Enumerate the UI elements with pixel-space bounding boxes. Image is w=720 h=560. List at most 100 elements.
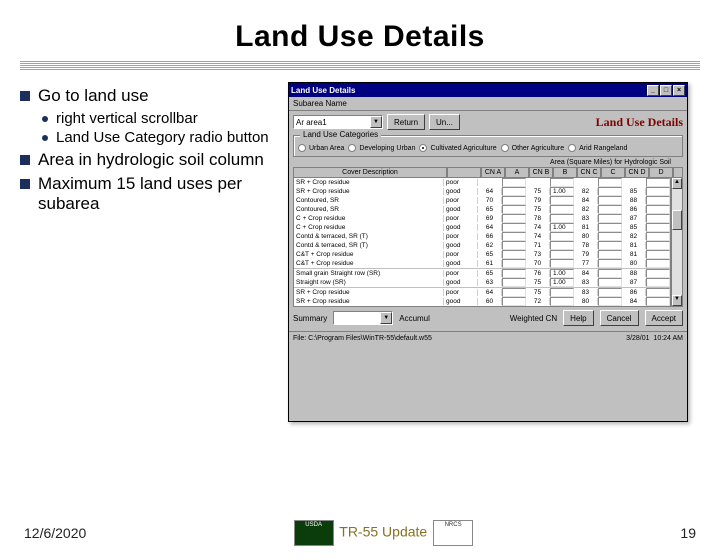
area-input[interactable]	[502, 288, 526, 297]
radio-arid-rangeland[interactable]: Arid Rangeland	[568, 144, 627, 152]
area-input[interactable]	[598, 288, 622, 297]
area-input[interactable]	[598, 241, 622, 250]
area-input[interactable]	[550, 288, 574, 297]
area-input[interactable]	[550, 297, 574, 306]
table-row: Contoured, SRgood65758286	[294, 205, 670, 214]
area-input[interactable]	[550, 205, 574, 214]
area-input[interactable]	[598, 250, 622, 259]
area-input[interactable]	[502, 223, 526, 232]
area-input[interactable]	[502, 196, 526, 205]
titlebar[interactable]: Land Use Details _ □ ×	[289, 83, 687, 97]
area-input[interactable]	[550, 250, 574, 259]
cancel-button[interactable]: Cancel	[600, 310, 639, 326]
radio-developing-urban[interactable]: Developing Urban	[348, 144, 415, 152]
column-header: CN B	[529, 167, 553, 177]
area-input[interactable]	[550, 214, 574, 223]
summary-combo[interactable]: ▼	[333, 311, 393, 325]
table-row: Contoured, SRpoor70798488	[294, 196, 670, 205]
area-input[interactable]: 1.00	[550, 187, 574, 196]
area-input[interactable]	[502, 241, 526, 250]
area-input[interactable]	[598, 205, 622, 214]
area-input[interactable]	[646, 187, 670, 196]
area-input[interactable]	[550, 241, 574, 250]
area-input[interactable]	[646, 288, 670, 297]
summary-label: Summary	[293, 314, 327, 323]
area-input[interactable]	[598, 214, 622, 223]
area-input[interactable]	[598, 223, 622, 232]
area-input[interactable]	[646, 259, 670, 268]
minimize-button[interactable]: _	[647, 85, 659, 96]
area-input[interactable]	[502, 232, 526, 241]
area-input[interactable]	[502, 259, 526, 268]
area-input[interactable]	[646, 278, 670, 287]
area-input[interactable]	[502, 205, 526, 214]
subarea-bar: Subarea Name	[289, 97, 687, 111]
column-header: CN D	[625, 167, 649, 177]
area-input[interactable]	[598, 259, 622, 268]
area-input[interactable]	[598, 297, 622, 306]
table-row: SR + Crop residuepoor64758386	[294, 288, 670, 297]
area-input[interactable]	[502, 269, 526, 278]
close-button[interactable]: ×	[673, 85, 685, 96]
scroll-thumb[interactable]	[672, 210, 682, 230]
area-input[interactable]: 1.00	[550, 269, 574, 278]
maximize-button[interactable]: □	[660, 85, 672, 96]
area-input[interactable]	[550, 196, 574, 205]
area-input[interactable]	[646, 205, 670, 214]
radio-other-agriculture[interactable]: Other Agriculture	[501, 144, 565, 152]
land-use-category-group: Land Use Categories Urban AreaDeveloping…	[293, 135, 683, 157]
area-input[interactable]	[550, 259, 574, 268]
area-input[interactable]	[598, 196, 622, 205]
area-input[interactable]	[646, 269, 670, 278]
area-header: Area (Square Miles) for Hydrologic Soil	[289, 159, 687, 167]
table-row: SR + Crop residuegood60728084	[294, 297, 670, 306]
header-text: Land Use Details	[596, 115, 683, 130]
area-input[interactable]	[502, 178, 526, 187]
area-input[interactable]	[502, 250, 526, 259]
window-title: Land Use Details	[291, 86, 355, 95]
area-input[interactable]	[598, 232, 622, 241]
area-input[interactable]	[646, 178, 670, 187]
bullet-2: Area in hydrologic soil column	[20, 150, 280, 170]
vertical-scrollbar[interactable]: ▲ ▼	[671, 177, 683, 307]
area-input[interactable]: 1.00	[550, 278, 574, 287]
land-use-table: Cover DescriptionCN AACN BBCN CCCN DD SR…	[293, 167, 683, 307]
area-input[interactable]	[598, 187, 622, 196]
area-input[interactable]	[646, 223, 670, 232]
undo-button[interactable]: Un...	[429, 114, 460, 130]
radio-cultivated-agriculture[interactable]: Cultivated Agriculture	[419, 144, 496, 152]
chevron-down-icon[interactable]: ▼	[370, 116, 382, 128]
help-button[interactable]: Help	[563, 310, 593, 326]
area-input[interactable]	[502, 214, 526, 223]
area-input[interactable]	[646, 232, 670, 241]
area-input[interactable]	[598, 269, 622, 278]
bullet-3: Maximum 15 land uses per subarea	[20, 174, 280, 214]
bullet-1a: right vertical scrollbar	[42, 110, 280, 127]
subarea-combo[interactable]: Ar area1▼	[293, 115, 383, 129]
scroll-down-button[interactable]: ▼	[672, 295, 682, 306]
area-input[interactable]	[646, 250, 670, 259]
area-input[interactable]	[502, 297, 526, 306]
area-input[interactable]: 1.00	[550, 223, 574, 232]
area-input[interactable]	[502, 187, 526, 196]
column-header: CN A	[481, 167, 505, 177]
radio-urban-area[interactable]: Urban Area	[298, 144, 344, 152]
area-input[interactable]	[550, 178, 574, 187]
table-row: SR + Crop residuegood64751.008285	[294, 187, 670, 196]
table-row: C&T + Crop residuegood61707780	[294, 259, 670, 268]
bullet-1b: Land Use Category radio button	[42, 129, 280, 146]
scroll-up-button[interactable]: ▲	[672, 178, 682, 189]
accept-button[interactable]: Accept	[645, 310, 683, 326]
weighted-label: Weighted CN	[510, 314, 557, 323]
area-input[interactable]	[646, 196, 670, 205]
usda-logo-icon: USDA	[294, 520, 334, 546]
area-input[interactable]	[646, 214, 670, 223]
area-input[interactable]	[502, 278, 526, 287]
area-input[interactable]	[550, 232, 574, 241]
area-input[interactable]	[598, 178, 622, 187]
return-button[interactable]: Return	[387, 114, 425, 130]
app-window: Land Use Details _ □ × Subarea Name Ar a…	[288, 82, 688, 422]
area-input[interactable]	[598, 278, 622, 287]
area-input[interactable]	[646, 241, 670, 250]
area-input[interactable]	[646, 297, 670, 306]
